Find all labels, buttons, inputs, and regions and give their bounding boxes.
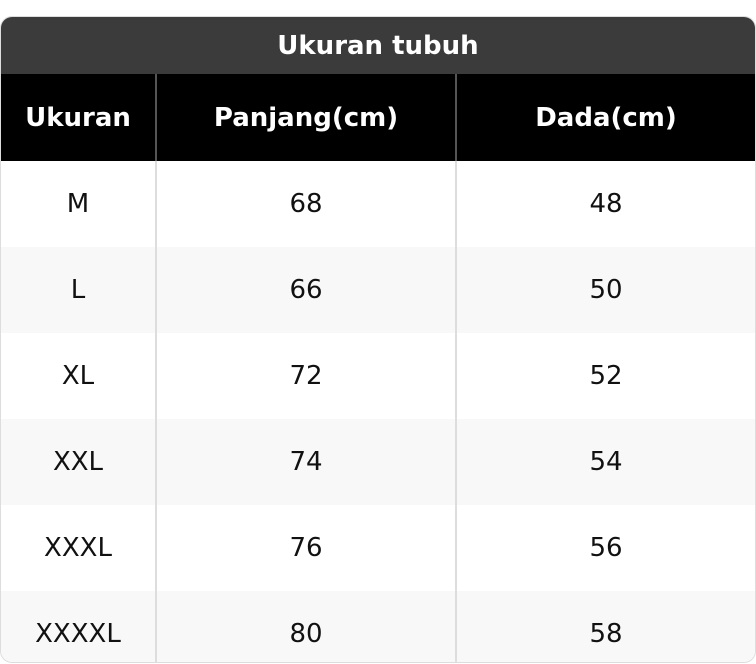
- table-row: L 66 50: [1, 247, 755, 333]
- cell-length: 80: [155, 591, 456, 662]
- table-row: M 68 48: [1, 161, 755, 247]
- cell-size: XXXL: [44, 533, 112, 563]
- cell-size: XXXXL: [1, 591, 156, 662]
- header-size: Ukuran: [1, 74, 156, 161]
- cell-chest: 58: [455, 591, 755, 662]
- header-length: Panjang(cm): [155, 74, 456, 161]
- table-row: XL 72 52: [1, 333, 755, 419]
- cell-size: XL: [61, 361, 95, 391]
- cell-length: 74: [155, 419, 456, 505]
- cell-chest: 50: [455, 247, 755, 333]
- size-table-card: Ukuran tubuh Ukuran Panjang(cm) Dada(cm)…: [0, 16, 756, 663]
- cell-chest: 54: [455, 419, 755, 505]
- cell-length: 66: [155, 247, 456, 333]
- cell-size: XXL: [1, 419, 156, 505]
- cell-size: M: [66, 189, 90, 219]
- header-chest: Dada(cm): [455, 74, 755, 161]
- cell-chest: 48: [455, 161, 755, 247]
- cell-length: 76: [155, 505, 456, 591]
- cell-length: 68: [155, 161, 456, 247]
- table-row: XXL 74 54: [1, 419, 755, 505]
- table-row: XXXXL 80 58: [1, 591, 755, 662]
- table-row: XXXL 76 56: [1, 505, 755, 591]
- table-title: Ukuran tubuh: [1, 17, 755, 74]
- size-table: Ukuran Panjang(cm) Dada(cm) M 68 48 L 66 50 XL…: [1, 74, 755, 662]
- cell-chest: 56: [455, 505, 755, 591]
- cell-length: 72: [155, 333, 456, 419]
- cell-size: L: [1, 247, 156, 333]
- cell-chest: 52: [455, 333, 755, 419]
- header-row: Ukuran Panjang(cm) Dada(cm): [1, 74, 755, 161]
